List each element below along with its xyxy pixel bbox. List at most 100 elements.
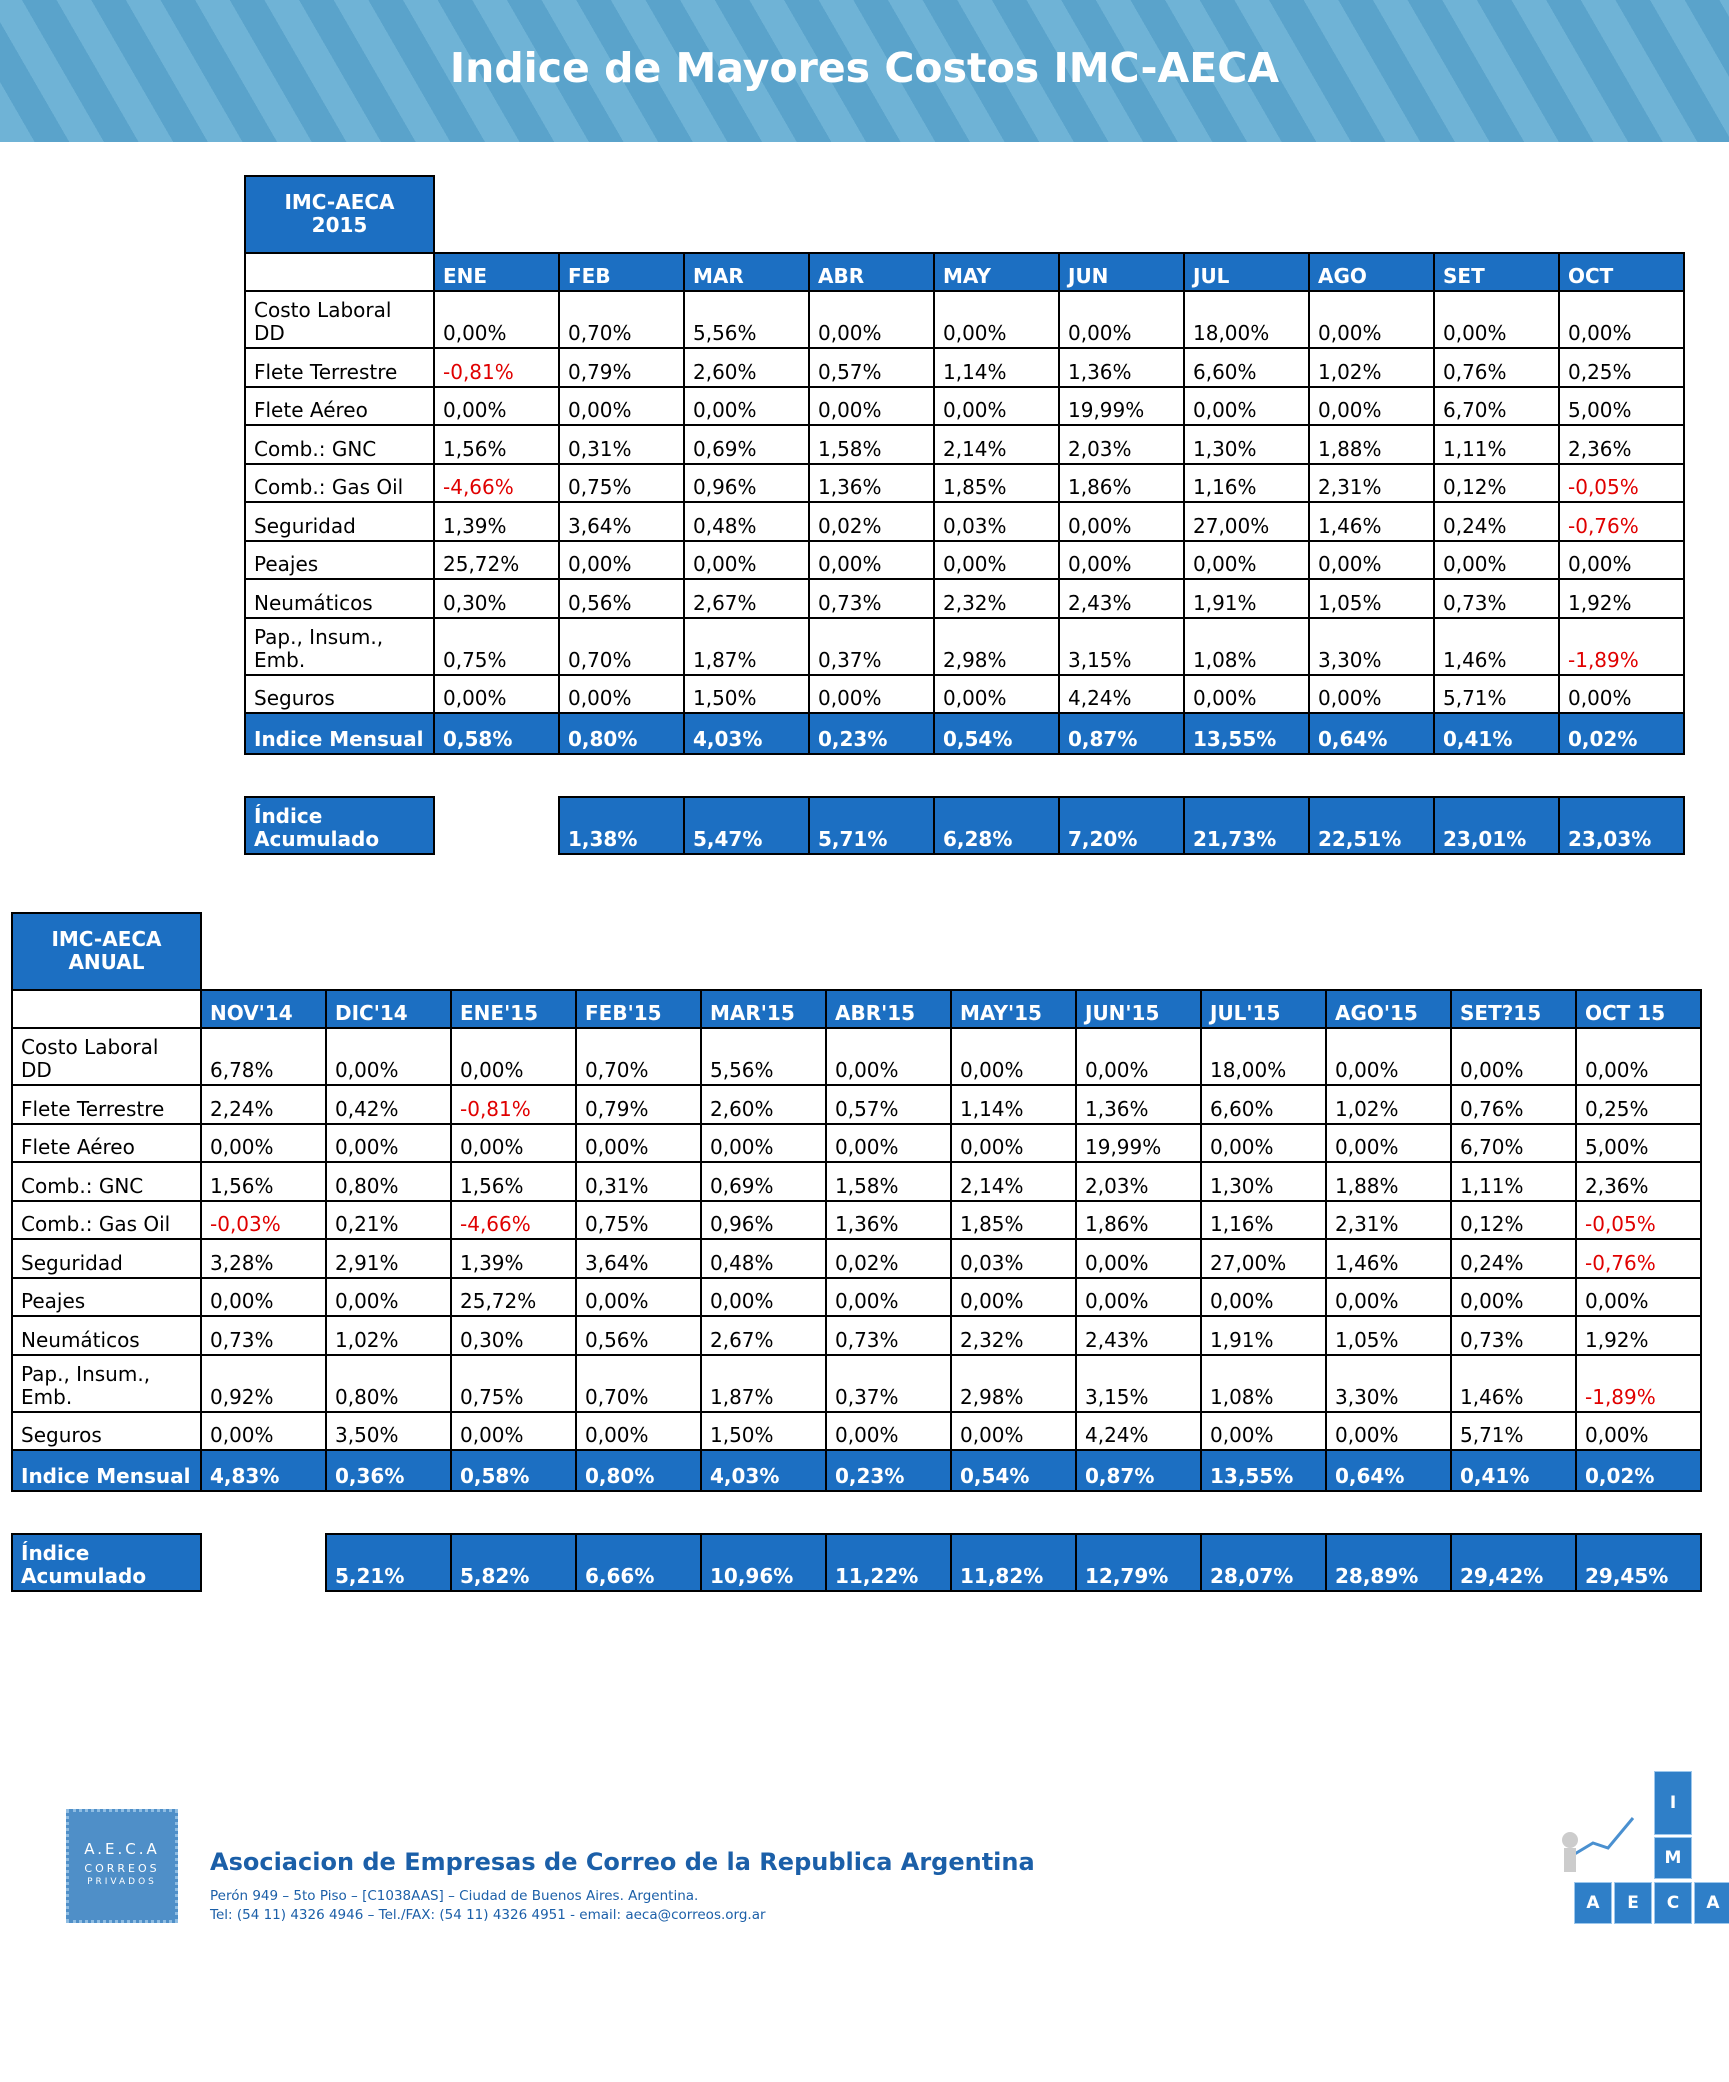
value-cell: 0,00%: [200, 1410, 327, 1451]
value-cell: 1,86%: [1075, 1199, 1202, 1240]
value-cell: 1,87%: [700, 1353, 827, 1413]
value-cell: 11,22%: [825, 1533, 952, 1592]
value-cell: 0,00%: [450, 1027, 577, 1086]
value-cell: 0,00%: [950, 1276, 1077, 1317]
value-cell: 1,56%: [433, 424, 560, 465]
value-cell: 0,70%: [558, 616, 685, 676]
value-cell: 1,02%: [1325, 1084, 1452, 1125]
value-cell: 1,58%: [825, 1161, 952, 1202]
value-cell: 0,00%: [950, 1410, 1077, 1451]
value-cell: 5,00%: [1575, 1122, 1702, 1163]
value-cell: 2,36%: [1558, 424, 1685, 465]
value-cell: 22,51%: [1308, 796, 1435, 855]
value-cell: -4,66%: [450, 1199, 577, 1240]
value-cell: 1,38%: [558, 796, 685, 855]
value-cell: 4,03%: [700, 1449, 827, 1492]
value-cell: 0,00%: [575, 1122, 702, 1163]
column-header: FEB'15: [575, 989, 702, 1029]
value-cell: 1,58%: [808, 424, 935, 465]
value-cell: 4,03%: [683, 712, 810, 755]
logo-text: PRIVADOS: [87, 1877, 157, 1887]
value-cell: 29,42%: [1450, 1533, 1577, 1592]
value-cell: 0,00%: [1075, 1276, 1202, 1317]
value-cell: 0,00%: [1058, 501, 1185, 542]
column-header: MAR: [683, 252, 810, 292]
value-cell: 3,64%: [558, 501, 685, 542]
value-cell: -0,76%: [1575, 1238, 1702, 1279]
value-cell: 3,28%: [200, 1238, 327, 1279]
value-cell: 19,99%: [1058, 385, 1185, 426]
value-cell: 0,00%: [558, 539, 685, 580]
value-cell: 27,00%: [1183, 501, 1310, 542]
value-cell: 2,43%: [1075, 1315, 1202, 1356]
column-header: FEB: [558, 252, 685, 292]
column-header: JUN'15: [1075, 989, 1202, 1029]
value-cell: 0,00%: [1308, 290, 1435, 349]
row-label: Flete Terrestre: [244, 347, 435, 388]
value-cell: 0,73%: [808, 578, 935, 619]
contact: Tel: (54 11) 4326 4946 – Tel./FAX: (54 1…: [210, 1907, 766, 1923]
value-cell: 11,82%: [950, 1533, 1077, 1592]
value-cell: 13,55%: [1183, 712, 1310, 755]
value-cell: 0,00%: [1200, 1122, 1327, 1163]
row-label: Comb.: GNC: [244, 424, 435, 465]
value-cell: 1,50%: [683, 673, 810, 714]
value-cell: 2,98%: [933, 616, 1060, 676]
value-cell: 1,87%: [683, 616, 810, 676]
value-cell: 0,00%: [575, 1276, 702, 1317]
row-label: Seguridad: [11, 1238, 202, 1279]
value-cell: 0,75%: [450, 1353, 577, 1413]
value-cell: 0,00%: [808, 539, 935, 580]
value-cell: 0,00%: [1183, 673, 1310, 714]
row-label: Índice Acumulado: [11, 1533, 202, 1592]
row-label: Comb.: Gas Oil: [11, 1199, 202, 1240]
header-blank: [11, 989, 202, 1029]
value-cell: 0,00%: [1575, 1027, 1702, 1086]
value-cell: 2,31%: [1308, 462, 1435, 503]
value-cell: 7,20%: [1058, 796, 1185, 855]
value-cell: 3,64%: [575, 1238, 702, 1279]
row-label: Seguridad: [244, 501, 435, 542]
value-cell: 0,00%: [433, 673, 560, 714]
value-cell: 5,82%: [450, 1533, 577, 1592]
logo-letter: A: [1574, 1882, 1612, 1924]
row-label: Peajes: [11, 1276, 202, 1317]
column-header: ENE: [433, 252, 560, 292]
value-cell: 1,85%: [950, 1199, 1077, 1240]
value-cell: 0,02%: [825, 1238, 952, 1279]
value-cell: 0,00%: [825, 1276, 952, 1317]
table-corner: IMC-AECA 2015: [244, 175, 435, 254]
value-cell: 0,36%: [325, 1449, 452, 1492]
value-cell: 25,72%: [433, 539, 560, 580]
row-label: Costo Laboral DD: [244, 290, 435, 349]
value-cell: 0,00%: [933, 385, 1060, 426]
row-label: Flete Aéreo: [244, 385, 435, 426]
column-header: JUN: [1058, 252, 1185, 292]
value-cell: 18,00%: [1183, 290, 1310, 349]
value-cell: 6,60%: [1183, 347, 1310, 388]
value-cell: 0,00%: [558, 385, 685, 426]
value-cell: 0,00%: [700, 1276, 827, 1317]
column-header: MAY'15: [950, 989, 1077, 1029]
value-cell: 0,42%: [325, 1084, 452, 1125]
value-cell: -1,89%: [1558, 616, 1685, 676]
column-header: ENE'15: [450, 989, 577, 1029]
value-cell: 0,00%: [1308, 673, 1435, 714]
value-cell: 0,00%: [1200, 1276, 1327, 1317]
value-cell: 0,00%: [575, 1410, 702, 1451]
value-cell: 1,39%: [450, 1238, 577, 1279]
value-cell: 0,56%: [575, 1315, 702, 1356]
column-header: JUL: [1183, 252, 1310, 292]
value-cell: 6,66%: [575, 1533, 702, 1592]
value-cell: 0,03%: [933, 501, 1060, 542]
value-cell: 0,41%: [1450, 1449, 1577, 1492]
value-cell: 1,88%: [1308, 424, 1435, 465]
value-cell: 0,00%: [1075, 1027, 1202, 1086]
value-cell: 0,00%: [1308, 539, 1435, 580]
value-cell: 21,73%: [1183, 796, 1310, 855]
value-cell: 13,55%: [1200, 1449, 1327, 1492]
value-cell: 0,79%: [558, 347, 685, 388]
value-cell: 0,00%: [433, 290, 560, 349]
value-cell: 2,36%: [1575, 1161, 1702, 1202]
value-cell: 0,96%: [683, 462, 810, 503]
